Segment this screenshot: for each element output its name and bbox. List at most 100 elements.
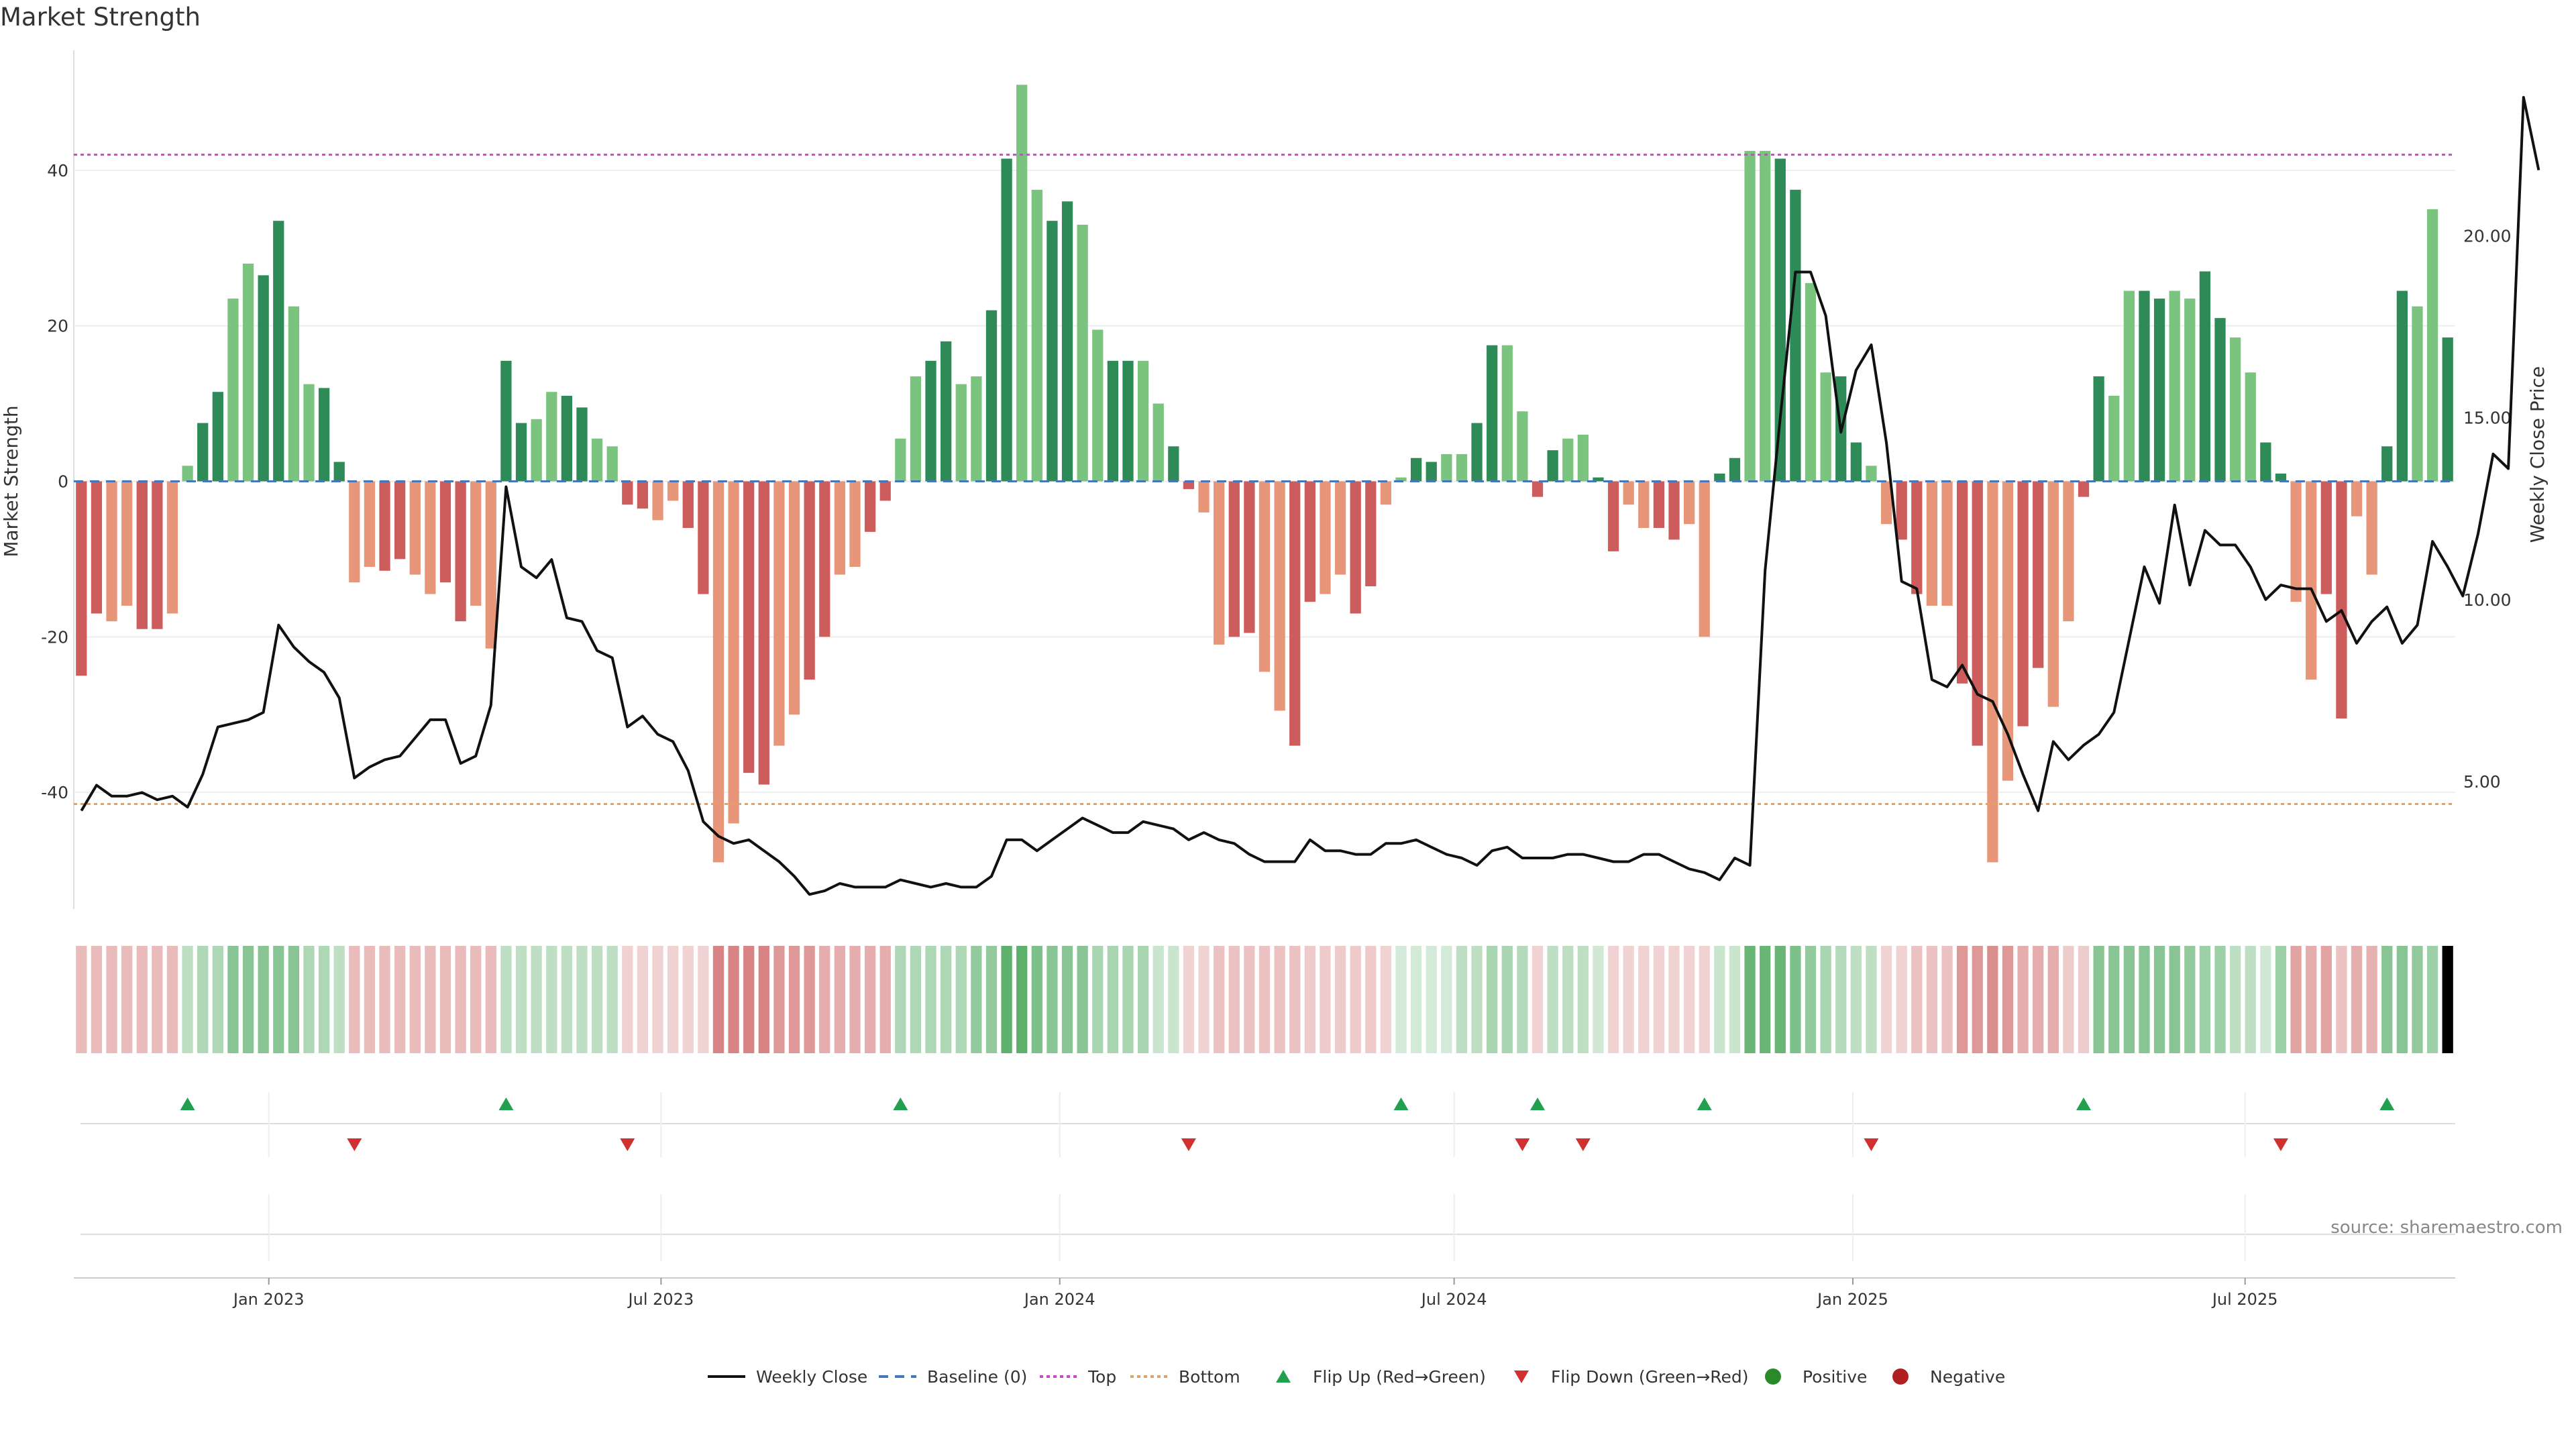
band-cell (1532, 946, 1544, 1053)
band-cell (1501, 946, 1513, 1053)
band-cell (788, 946, 800, 1053)
band-cell (941, 946, 952, 1053)
band-cell (1426, 946, 1437, 1053)
band-cell (1077, 946, 1088, 1053)
strength-bar (2260, 442, 2271, 482)
band-cell (1487, 946, 1498, 1053)
strength-bar (1228, 481, 1240, 637)
strength-bar (227, 299, 239, 482)
band-cell (2184, 946, 2196, 1053)
legend: Weekly Close Baseline (0) Top Bottom Flip Up… (708, 1367, 2005, 1387)
strength-bar (2139, 290, 2150, 482)
band-cell (2442, 946, 2453, 1053)
band-cell (2275, 946, 2287, 1053)
chart-title: Market Strength (0, 3, 201, 32)
band-cell (2063, 946, 2074, 1053)
band-cell (2108, 946, 2120, 1053)
band-cell (1471, 946, 1483, 1053)
strength-bar (2351, 481, 2363, 517)
strength-bar (698, 481, 709, 594)
strength-bar (834, 481, 846, 575)
strength-bar (136, 481, 148, 629)
legend-label: Baseline (0) (927, 1367, 1027, 1387)
band-cell (849, 946, 861, 1053)
band-cell (364, 946, 376, 1053)
x-tick-label: Jul 2025 (2211, 1290, 2278, 1309)
strength-bar (2047, 481, 2059, 707)
x-tick-label: Jul 2023 (627, 1290, 694, 1309)
strength-bar (1320, 481, 1331, 594)
flip-down-marker (620, 1138, 635, 1151)
band-cell (2320, 946, 2332, 1053)
band-cell (2017, 946, 2029, 1053)
strength-bar (2245, 372, 2256, 482)
strength-bar (1471, 423, 1483, 482)
band-cell (106, 946, 117, 1053)
legend-label: Flip Down (Green→Red) (1551, 1367, 1749, 1387)
strength-bar (2306, 481, 2317, 680)
band-cell (1198, 946, 1210, 1053)
strength-bar (2336, 481, 2347, 719)
band-cell (303, 946, 315, 1053)
strength-bar (1850, 442, 1862, 482)
strength-bar (1168, 446, 1179, 482)
strength-bar (910, 376, 922, 482)
band-cell (212, 946, 223, 1053)
strength-bar (152, 481, 163, 629)
strength-bar (652, 481, 663, 521)
flip-up-marker (2076, 1097, 2092, 1110)
legend-swatch (1892, 1368, 1909, 1385)
strength-bar (1790, 189, 1801, 482)
strength-bar (1562, 438, 1574, 482)
band-cell (1320, 946, 1331, 1053)
band-cell (1744, 946, 1756, 1053)
strength-bar (409, 481, 421, 575)
band-cell (288, 946, 300, 1053)
strength-bar (515, 423, 527, 482)
band-cell (2366, 946, 2377, 1053)
strength-bar (76, 481, 87, 676)
band-cell (622, 946, 633, 1053)
strength-bar (1774, 158, 1786, 482)
legend-label: Top (1087, 1367, 1116, 1387)
band-cell (1880, 946, 1892, 1053)
band-cell (1107, 946, 1119, 1053)
band-cell (1577, 946, 1589, 1053)
band-cell (1031, 946, 1042, 1053)
band-cell (2002, 946, 2014, 1053)
band-cell (1623, 946, 1634, 1053)
band-cell (1593, 946, 1604, 1053)
y-tick-label: 40 (47, 161, 68, 180)
band-cell (1092, 946, 1104, 1053)
strength-bar (1623, 481, 1634, 505)
strength-bar (1744, 150, 1756, 482)
strength-bars (76, 85, 2453, 863)
band-cell (2153, 946, 2165, 1053)
band-cell (425, 946, 436, 1053)
strength-bar (379, 481, 390, 571)
strength-bar (1410, 458, 1422, 482)
band-cell (1911, 946, 1923, 1053)
y-axis-title: Market Strength (0, 405, 22, 557)
band-cell (1365, 946, 1377, 1053)
flip-up-marker (180, 1097, 195, 1110)
band-cell (409, 946, 421, 1053)
band-cell (2381, 946, 2393, 1053)
strength-bar (1956, 481, 1968, 684)
band-cell (1228, 946, 1240, 1053)
strength-bar (712, 481, 724, 863)
strength-bar (2290, 481, 2302, 602)
strength-bar (1274, 481, 1285, 711)
flip-up-marker (1697, 1097, 1712, 1110)
strength-bar (303, 384, 315, 482)
band-cell (470, 946, 482, 1053)
legend-label: Negative (1930, 1367, 2005, 1387)
strength-bar (1137, 360, 1149, 482)
band-cell (1274, 946, 1285, 1053)
band-cell (2260, 946, 2271, 1053)
strength-bar (1289, 481, 1301, 746)
y-tick-label: 20 (47, 317, 68, 336)
strength-bar (1061, 201, 1073, 482)
band-cell (1152, 946, 1164, 1053)
